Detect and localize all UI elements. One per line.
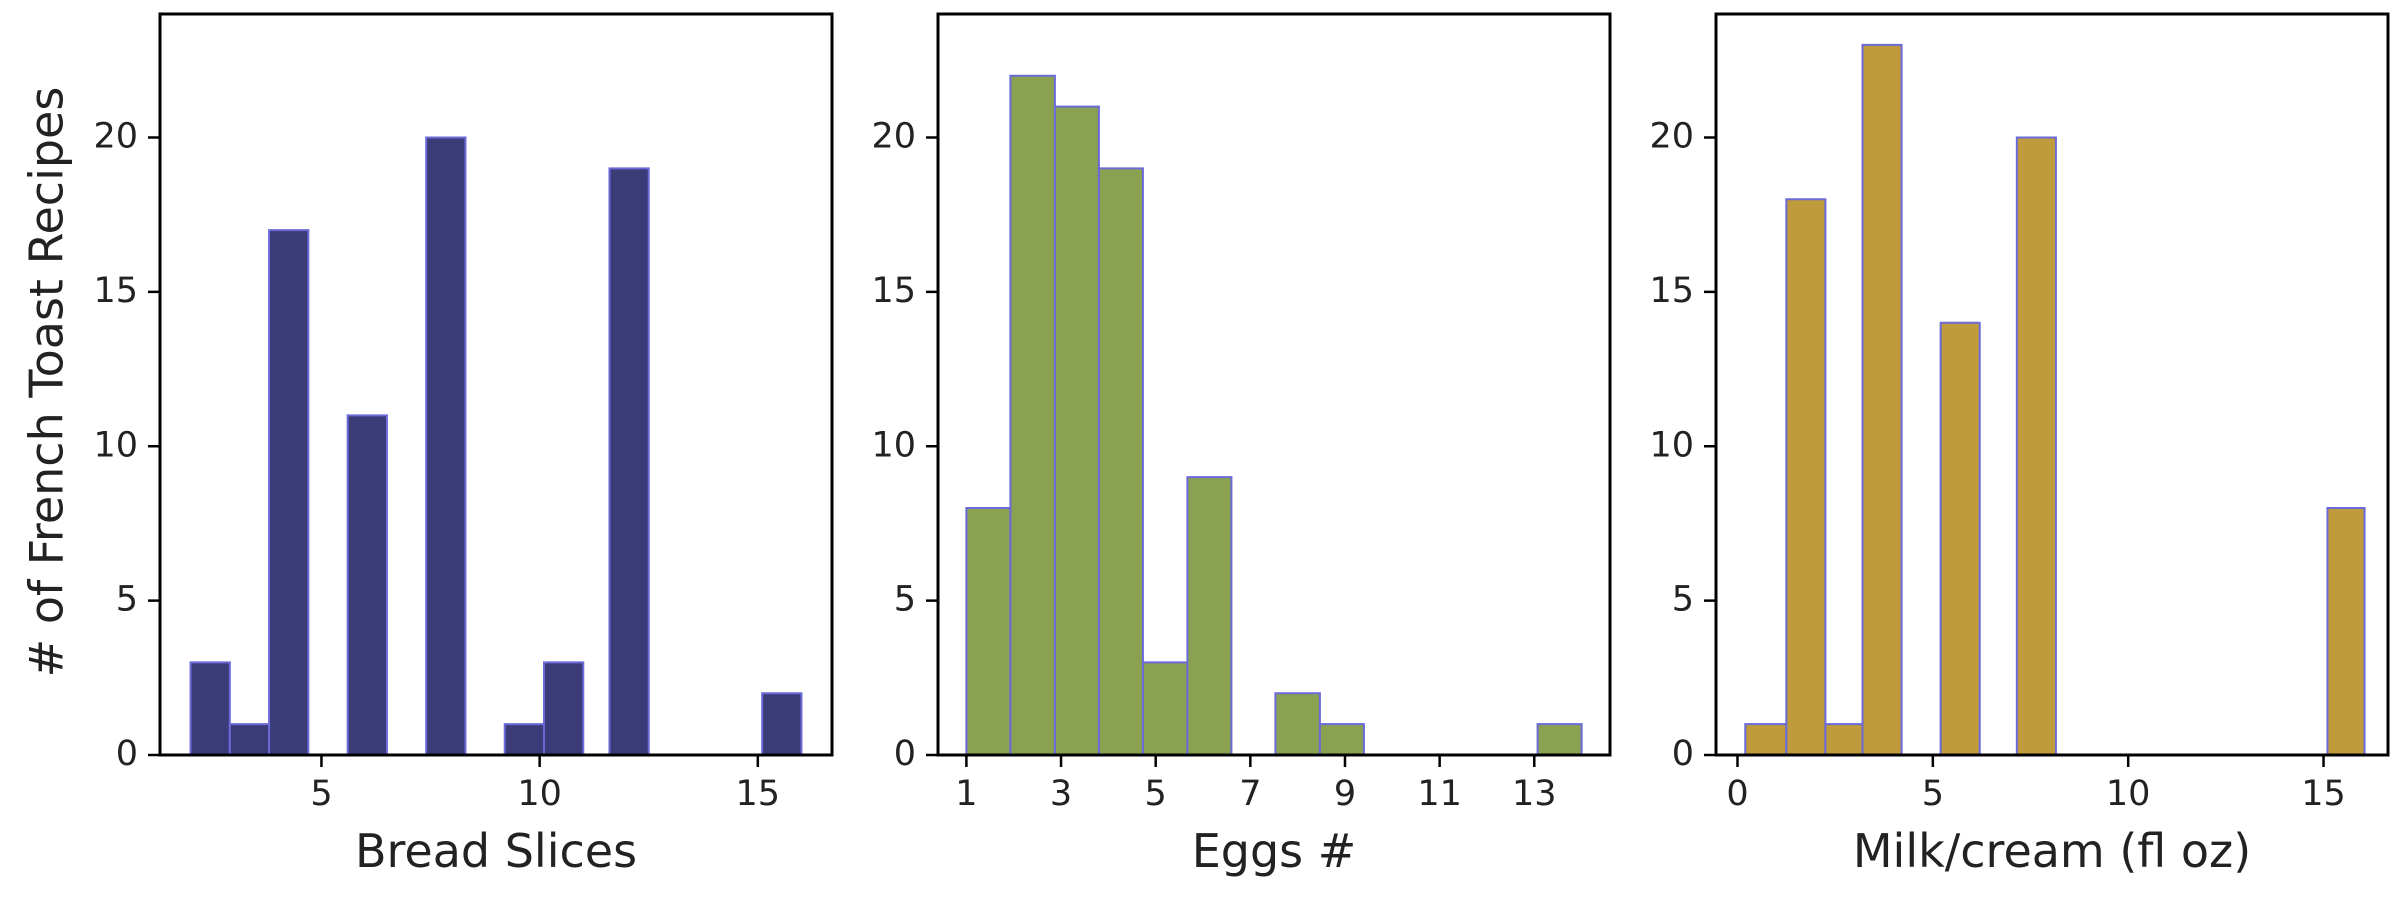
bread-slices-x-tick-label-15: 15 <box>736 774 781 814</box>
milk-cream-fl-oz-y-tick-label-10: 10 <box>1649 425 1694 465</box>
eggs-y-tick-label-10: 10 <box>871 425 916 465</box>
eggs-y-tick-label-20: 20 <box>871 117 916 157</box>
eggs-bar-7 <box>1318 723 1365 756</box>
eggs-x-tick-label-9: 9 <box>1334 774 1356 814</box>
eggs-plot-frame <box>936 12 1612 757</box>
bread-slices-plot-frame <box>158 12 834 757</box>
eggs-bar-5 <box>1186 476 1233 756</box>
bread-slices-x-tick-label-10: 10 <box>517 774 562 814</box>
eggs-x-tick-label-13: 13 <box>1512 774 1557 814</box>
bread-slices-bar-4 <box>425 136 467 756</box>
eggs-bar-3 <box>1097 167 1144 756</box>
milk-cream-fl-oz-y-tick-label-0: 0 <box>1672 734 1694 774</box>
eggs-x-tick-label-7: 7 <box>1239 774 1261 814</box>
milk-cream-fl-oz-x-tick-label-0: 0 <box>1726 774 1748 814</box>
bread-slices-bar-3 <box>346 414 388 756</box>
bread-slices-y-tick-label-20: 20 <box>93 117 138 157</box>
bread-slices-bar-6 <box>543 661 585 756</box>
eggs-x-tick-label-11: 11 <box>1417 774 1462 814</box>
eggs-y-tick-label-0: 0 <box>894 734 916 774</box>
bread-slices-bar-8 <box>761 692 803 756</box>
milk-cream-fl-oz-y-tick-label-20: 20 <box>1649 117 1694 157</box>
bread-slices-x-axis-label: Bread Slices <box>355 824 637 878</box>
bread-slices-y-tick-label-15: 15 <box>93 271 138 311</box>
milk-cream-fl-oz-y-tick-label-15: 15 <box>1649 271 1694 311</box>
milk-cream-fl-oz-x-tick-label-5: 5 <box>1922 774 1944 814</box>
milk-cream-fl-oz-bar-5 <box>2015 136 2057 756</box>
milk-cream-fl-oz-x-tick-label-15: 15 <box>2301 774 2346 814</box>
bread-slices-bar-0 <box>189 661 231 756</box>
bread-slices-y-tick-label-5: 5 <box>116 580 138 620</box>
milk-cream-fl-oz-bar-6 <box>2326 507 2366 756</box>
bread-slices-bar-5 <box>503 723 545 756</box>
eggs-x-tick-label-3: 3 <box>1050 774 1072 814</box>
eggs-y-tick-label-5: 5 <box>894 580 916 620</box>
milk-cream-fl-oz-plot-frame <box>1714 12 2390 757</box>
milk-cream-fl-oz-bar-2 <box>1824 723 1864 756</box>
milk-cream-fl-oz-x-tick-label-10: 10 <box>2106 774 2151 814</box>
eggs-bar-6 <box>1274 692 1321 756</box>
bread-slices-x-tick-label-5: 5 <box>310 774 332 814</box>
milk-cream-fl-oz-x-axis-label: Milk/cream (fl oz) <box>1853 824 2251 878</box>
eggs-bar-8 <box>1536 723 1583 756</box>
eggs-y-tick-label-15: 15 <box>871 271 916 311</box>
milk-cream-fl-oz-bar-4 <box>1939 321 1981 756</box>
eggs-bar-0 <box>965 507 1012 756</box>
eggs-bar-2 <box>1053 105 1100 756</box>
eggs-x-tick-label-5: 5 <box>1145 774 1167 814</box>
milk-cream-fl-oz-y-tick-label-5: 5 <box>1672 580 1694 620</box>
bread-slices-y-tick-label-10: 10 <box>93 425 138 465</box>
eggs-bar-4 <box>1141 661 1189 756</box>
eggs-bar-1 <box>1009 74 1056 756</box>
milk-cream-fl-oz-bar-0 <box>1744 723 1788 756</box>
bread-slices-y-tick-label-0: 0 <box>116 734 138 774</box>
bread-slices-bar-2 <box>268 229 310 756</box>
shared-y-axis-label: # of French Toast Recipes <box>20 87 74 678</box>
eggs-x-tick-label-1: 1 <box>955 774 977 814</box>
milk-cream-fl-oz-bar-3 <box>1861 43 1903 756</box>
bread-slices-histogram: 5 10 15 0 5 10 15 20 Bread Slices <box>93 12 834 878</box>
bread-slices-bar-1 <box>228 723 271 756</box>
milk-cream-histogram: 0 5 10 15 0 5 10 15 20 Milk/cream (fl oz) <box>1649 12 2390 878</box>
eggs-x-axis-label: Eggs # <box>1192 824 1357 878</box>
bread-slices-bar-7 <box>608 167 650 756</box>
milk-cream-fl-oz-bar-1 <box>1785 198 1827 756</box>
